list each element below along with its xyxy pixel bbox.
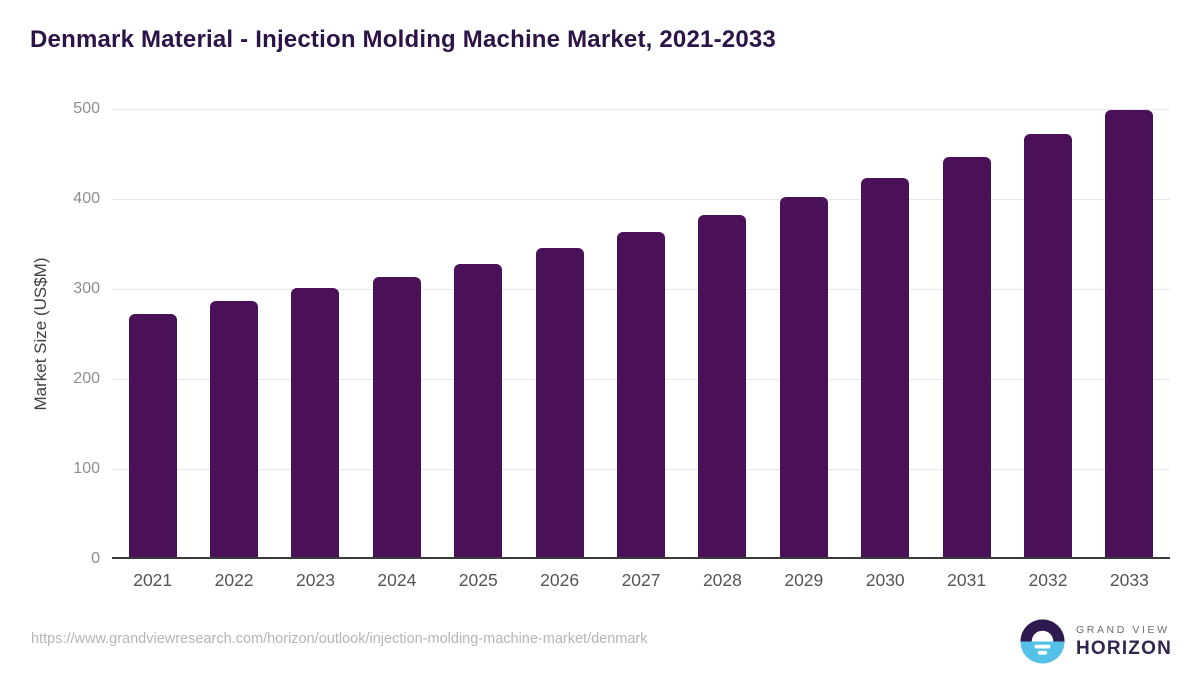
bar-2033[interactable]	[1105, 109, 1154, 557]
bar-slot	[682, 109, 763, 557]
y-tick-label: 500	[73, 100, 100, 117]
bar-slot	[356, 109, 437, 557]
bar-slot	[112, 109, 193, 557]
bar-2021[interactable]	[128, 314, 177, 557]
bar-slot	[600, 109, 681, 557]
horizon-sunset-logo-icon	[1020, 619, 1065, 664]
gridline	[112, 108, 1170, 110]
logo-grand-view-text: GRAND VIEW	[1076, 623, 1170, 636]
bar-slot	[519, 109, 600, 557]
x-tick-label: 2030	[865, 570, 905, 590]
x-tick-label: 2025	[458, 570, 498, 590]
bar-2030[interactable]	[861, 178, 910, 557]
y-tick-label: 100	[73, 460, 100, 477]
bar-slot	[1007, 109, 1088, 557]
x-tick-label: 2028	[702, 570, 742, 590]
brand-logo: GRAND VIEW HORIZON	[1019, 618, 1172, 665]
y-tick-label: 0	[91, 550, 100, 567]
bar-2023[interactable]	[291, 287, 340, 557]
logo-horizon-text: HORIZON	[1076, 637, 1173, 659]
gridline	[112, 198, 1170, 200]
x-tick-label: 2029	[784, 570, 824, 590]
x-tick-label: 2031	[947, 570, 987, 590]
bar-2027[interactable]	[617, 232, 666, 557]
x-tick-label: 2023	[296, 570, 335, 590]
logo-wordmark: GRAND VIEW HORIZON	[1076, 624, 1172, 660]
bar-slot	[763, 109, 844, 557]
y-tick-label: 400	[73, 190, 100, 207]
y-tick-label: 200	[73, 370, 100, 387]
source-url[interactable]: https://www.grandviewresearch.com/horizo…	[31, 631, 648, 647]
bar-slot	[926, 109, 1007, 557]
bar-2026[interactable]	[535, 248, 584, 557]
bar-2028[interactable]	[698, 215, 747, 557]
bar-2025[interactable]	[454, 263, 503, 557]
bar-series	[112, 109, 1170, 557]
bar-2032[interactable]	[1023, 134, 1072, 557]
x-tick-label: 2024	[377, 570, 417, 590]
bar-2024[interactable]	[372, 277, 421, 557]
x-tick-label: 2033	[1109, 570, 1149, 590]
x-tick-label: 2021	[133, 570, 173, 590]
bar-slot	[1089, 109, 1170, 557]
x-tick-label: 2026	[540, 570, 580, 590]
x-tick-label: 2022	[214, 570, 254, 590]
bar-slot	[193, 109, 274, 557]
chart-title: Denmark Material - Injection Molding Mac…	[30, 26, 776, 53]
x-tick-labels: 2021 2022 2023 2024 2025 2026 2027 2028 2029 2030…	[112, 570, 1170, 591]
bar-2029[interactable]	[779, 197, 828, 557]
bar-slot	[845, 109, 926, 557]
bar-2022[interactable]	[210, 300, 259, 557]
bar-slot	[438, 109, 519, 557]
x-tick-label: 2027	[621, 570, 661, 590]
y-tick-label: 300	[73, 280, 100, 297]
bar-2031[interactable]	[942, 156, 991, 557]
x-tick-label: 2032	[1028, 570, 1068, 590]
bar-slot	[275, 109, 356, 557]
plot-area	[112, 108, 1170, 559]
